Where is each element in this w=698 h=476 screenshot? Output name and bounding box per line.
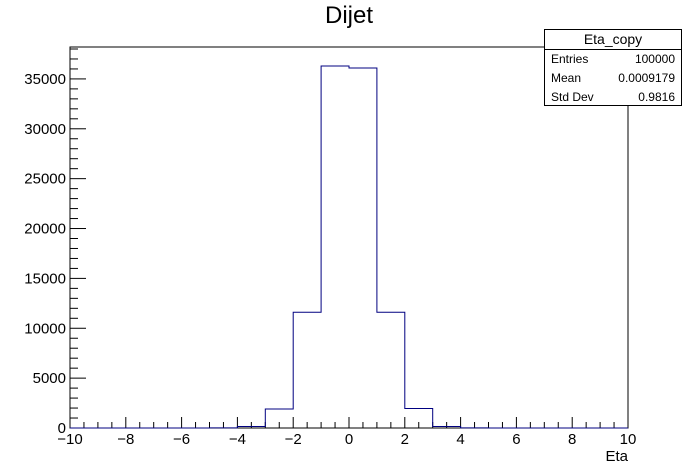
- y-tick-label: 0: [58, 420, 66, 437]
- stats-value: 0.9816: [638, 90, 675, 104]
- x-tick-label: −10: [57, 431, 82, 448]
- x-tick-label: −8: [117, 431, 134, 448]
- x-tick-label: 8: [568, 431, 576, 448]
- histogram-bin: [237, 427, 265, 428]
- stats-row-stddev: Std Dev 0.9816: [545, 88, 681, 107]
- x-tick-label: 0: [345, 431, 353, 448]
- x-tick-label: −2: [285, 431, 302, 448]
- stats-value: 0.0009179: [618, 71, 675, 85]
- x-axis-label: Eta: [605, 448, 628, 465]
- histogram-bin: [265, 409, 293, 428]
- stats-row-entries: Entries 100000: [545, 50, 681, 69]
- histogram-bin: [349, 68, 377, 428]
- stats-label: Entries: [551, 52, 589, 66]
- x-tick-label: 4: [456, 431, 464, 448]
- stats-box-title: Eta_copy: [545, 30, 681, 50]
- stats-label: Std Dev: [551, 90, 594, 104]
- x-tick-label: −6: [173, 431, 190, 448]
- histogram-outline: [70, 65, 628, 429]
- stats-box: Eta_copy Entries 100000 Mean 0.0009179 S…: [544, 29, 682, 106]
- stats-value: 100000: [634, 52, 675, 66]
- y-tick-label: 5000: [33, 370, 66, 387]
- x-tick-label: −4: [229, 431, 246, 448]
- x-tick-label: 10: [620, 431, 637, 448]
- histogram-bin: [321, 66, 349, 428]
- stats-label: Mean: [551, 71, 582, 85]
- histogram-bin: [433, 427, 461, 428]
- y-tick-label: 15000: [24, 270, 66, 287]
- y-tick-label: 25000: [24, 171, 66, 188]
- y-tick-label: 20000: [24, 221, 66, 238]
- x-tick-label: 6: [512, 431, 520, 448]
- histogram-bin: [405, 409, 433, 428]
- histogram-bin: [293, 312, 321, 428]
- stats-row-mean: Mean 0.0009179: [545, 69, 681, 88]
- y-tick-label: 30000: [24, 121, 66, 138]
- y-tick-label: 10000: [24, 320, 66, 337]
- chart-title: Dijet: [324, 2, 373, 29]
- histogram-bin: [377, 312, 405, 428]
- y-tick-label: 35000: [24, 71, 66, 88]
- x-tick-label: 2: [401, 431, 409, 448]
